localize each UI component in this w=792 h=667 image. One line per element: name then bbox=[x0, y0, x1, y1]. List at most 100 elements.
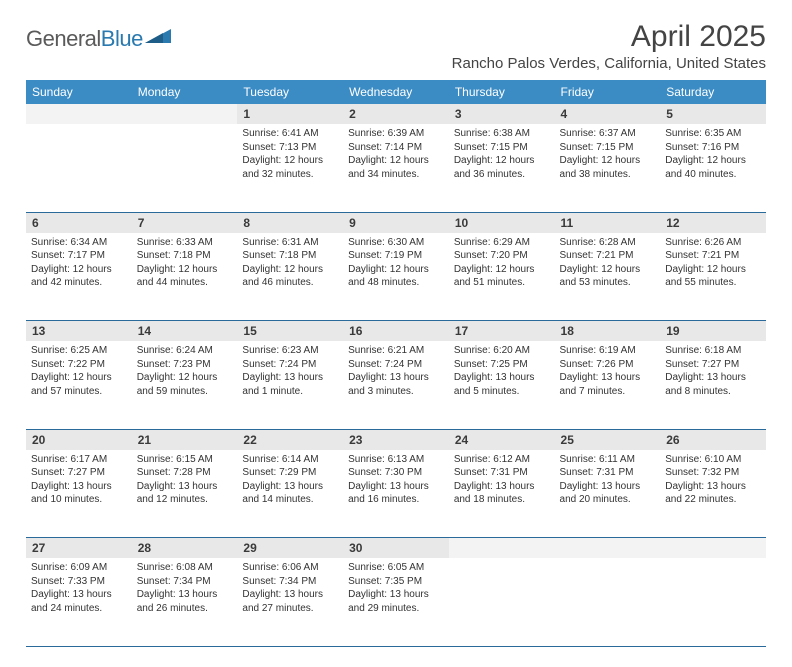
day-number: 11 bbox=[555, 212, 661, 233]
day-sunrise: Sunrise: 6:24 AM bbox=[137, 344, 233, 358]
day-cell-body: Sunrise: 6:31 AMSunset: 7:18 PMDaylight:… bbox=[237, 233, 343, 296]
calendar-header-row: Sunday Monday Tuesday Wednesday Thursday… bbox=[26, 80, 766, 104]
day-cell: Sunrise: 6:35 AMSunset: 7:16 PMDaylight:… bbox=[660, 124, 766, 212]
day-day2: and 36 minutes. bbox=[454, 168, 550, 182]
day-day1: Daylight: 13 hours bbox=[348, 371, 444, 385]
day-cell-body: Sunrise: 6:25 AMSunset: 7:22 PMDaylight:… bbox=[26, 341, 132, 404]
day-day2: and 8 minutes. bbox=[665, 385, 761, 399]
day-cell: Sunrise: 6:11 AMSunset: 7:31 PMDaylight:… bbox=[555, 450, 661, 538]
day-cell: Sunrise: 6:28 AMSunset: 7:21 PMDaylight:… bbox=[555, 233, 661, 321]
day-cell: Sunrise: 6:38 AMSunset: 7:15 PMDaylight:… bbox=[449, 124, 555, 212]
week-daynum-row: 13141516171819 bbox=[26, 321, 766, 342]
day-number: 9 bbox=[343, 212, 449, 233]
day-day1: Daylight: 12 hours bbox=[348, 154, 444, 168]
day-sunset: Sunset: 7:34 PM bbox=[242, 575, 338, 589]
day-day1: Daylight: 13 hours bbox=[31, 480, 127, 494]
day-number: 18 bbox=[555, 321, 661, 342]
day-sunrise: Sunrise: 6:26 AM bbox=[665, 236, 761, 250]
day-sunset: Sunset: 7:21 PM bbox=[560, 249, 656, 263]
day-cell: Sunrise: 6:41 AMSunset: 7:13 PMDaylight:… bbox=[237, 124, 343, 212]
day-day1: Daylight: 13 hours bbox=[454, 371, 550, 385]
day-day1: Daylight: 13 hours bbox=[137, 480, 233, 494]
day-cell-body: Sunrise: 6:38 AMSunset: 7:15 PMDaylight:… bbox=[449, 124, 555, 187]
day-sunset: Sunset: 7:18 PM bbox=[242, 249, 338, 263]
day-sunrise: Sunrise: 6:31 AM bbox=[242, 236, 338, 250]
day-sunrise: Sunrise: 6:08 AM bbox=[137, 561, 233, 575]
day-day2: and 18 minutes. bbox=[454, 493, 550, 507]
day-sunrise: Sunrise: 6:35 AM bbox=[665, 127, 761, 141]
brand-triangle-icon bbox=[145, 25, 171, 48]
day-sunset: Sunset: 7:24 PM bbox=[242, 358, 338, 372]
day-cell: Sunrise: 6:19 AMSunset: 7:26 PMDaylight:… bbox=[555, 341, 661, 429]
day-number: 19 bbox=[660, 321, 766, 342]
day-sunset: Sunset: 7:31 PM bbox=[454, 466, 550, 480]
day-number: 6 bbox=[26, 212, 132, 233]
day-number: 25 bbox=[555, 429, 661, 450]
day-sunset: Sunset: 7:15 PM bbox=[560, 141, 656, 155]
day-day1: Daylight: 13 hours bbox=[242, 588, 338, 602]
day-number bbox=[555, 538, 661, 559]
day-number: 3 bbox=[449, 104, 555, 124]
month-title: April 2025 bbox=[452, 20, 766, 53]
day-day1: Daylight: 12 hours bbox=[242, 263, 338, 277]
day-cell-body: Sunrise: 6:34 AMSunset: 7:17 PMDaylight:… bbox=[26, 233, 132, 296]
day-number: 23 bbox=[343, 429, 449, 450]
day-cell-body: Sunrise: 6:12 AMSunset: 7:31 PMDaylight:… bbox=[449, 450, 555, 513]
day-cell: Sunrise: 6:25 AMSunset: 7:22 PMDaylight:… bbox=[26, 341, 132, 429]
brand-logo: GeneralBlue bbox=[26, 20, 171, 52]
day-sunrise: Sunrise: 6:37 AM bbox=[560, 127, 656, 141]
day-sunset: Sunset: 7:27 PM bbox=[31, 466, 127, 480]
day-day1: Daylight: 12 hours bbox=[31, 263, 127, 277]
day-day1: Daylight: 13 hours bbox=[137, 588, 233, 602]
day-cell: Sunrise: 6:17 AMSunset: 7:27 PMDaylight:… bbox=[26, 450, 132, 538]
day-number: 1 bbox=[237, 104, 343, 124]
day-day2: and 34 minutes. bbox=[348, 168, 444, 182]
day-number: 5 bbox=[660, 104, 766, 124]
day-day2: and 32 minutes. bbox=[242, 168, 338, 182]
day-cell: Sunrise: 6:08 AMSunset: 7:34 PMDaylight:… bbox=[132, 558, 238, 646]
day-sunset: Sunset: 7:33 PM bbox=[31, 575, 127, 589]
day-cell: Sunrise: 6:12 AMSunset: 7:31 PMDaylight:… bbox=[449, 450, 555, 538]
day-cell: Sunrise: 6:24 AMSunset: 7:23 PMDaylight:… bbox=[132, 341, 238, 429]
day-number bbox=[26, 104, 132, 124]
day-sunrise: Sunrise: 6:13 AM bbox=[348, 453, 444, 467]
day-sunset: Sunset: 7:20 PM bbox=[454, 249, 550, 263]
day-number: 28 bbox=[132, 538, 238, 559]
day-cell-body: Sunrise: 6:14 AMSunset: 7:29 PMDaylight:… bbox=[237, 450, 343, 513]
day-cell-body: Sunrise: 6:30 AMSunset: 7:19 PMDaylight:… bbox=[343, 233, 449, 296]
day-sunset: Sunset: 7:31 PM bbox=[560, 466, 656, 480]
day-number: 29 bbox=[237, 538, 343, 559]
day-number: 14 bbox=[132, 321, 238, 342]
day-sunset: Sunset: 7:25 PM bbox=[454, 358, 550, 372]
day-number: 8 bbox=[237, 212, 343, 233]
day-day2: and 42 minutes. bbox=[31, 276, 127, 290]
day-sunrise: Sunrise: 6:34 AM bbox=[31, 236, 127, 250]
day-number: 16 bbox=[343, 321, 449, 342]
day-number: 10 bbox=[449, 212, 555, 233]
week-content-row: Sunrise: 6:41 AMSunset: 7:13 PMDaylight:… bbox=[26, 124, 766, 212]
day-number bbox=[449, 538, 555, 559]
day-day1: Daylight: 12 hours bbox=[665, 154, 761, 168]
day-sunset: Sunset: 7:26 PM bbox=[560, 358, 656, 372]
day-number: 24 bbox=[449, 429, 555, 450]
day-cell-body: Sunrise: 6:33 AMSunset: 7:18 PMDaylight:… bbox=[132, 233, 238, 296]
day-number: 20 bbox=[26, 429, 132, 450]
day-sunrise: Sunrise: 6:39 AM bbox=[348, 127, 444, 141]
day-number: 12 bbox=[660, 212, 766, 233]
day-day2: and 26 minutes. bbox=[137, 602, 233, 616]
day-cell: Sunrise: 6:23 AMSunset: 7:24 PMDaylight:… bbox=[237, 341, 343, 429]
day-day2: and 59 minutes. bbox=[137, 385, 233, 399]
page-header: GeneralBlue April 2025 Rancho Palos Verd… bbox=[26, 20, 766, 72]
day-day1: Daylight: 13 hours bbox=[348, 480, 444, 494]
location-subtitle: Rancho Palos Verdes, California, United … bbox=[452, 55, 766, 72]
day-cell: Sunrise: 6:20 AMSunset: 7:25 PMDaylight:… bbox=[449, 341, 555, 429]
day-sunset: Sunset: 7:17 PM bbox=[31, 249, 127, 263]
day-day1: Daylight: 12 hours bbox=[137, 371, 233, 385]
day-day2: and 1 minute. bbox=[242, 385, 338, 399]
brand-part1: General bbox=[26, 26, 101, 51]
day-cell-body: Sunrise: 6:24 AMSunset: 7:23 PMDaylight:… bbox=[132, 341, 238, 404]
day-day1: Daylight: 12 hours bbox=[665, 263, 761, 277]
day-number: 13 bbox=[26, 321, 132, 342]
day-day2: and 55 minutes. bbox=[665, 276, 761, 290]
day-cell-body: Sunrise: 6:15 AMSunset: 7:28 PMDaylight:… bbox=[132, 450, 238, 513]
